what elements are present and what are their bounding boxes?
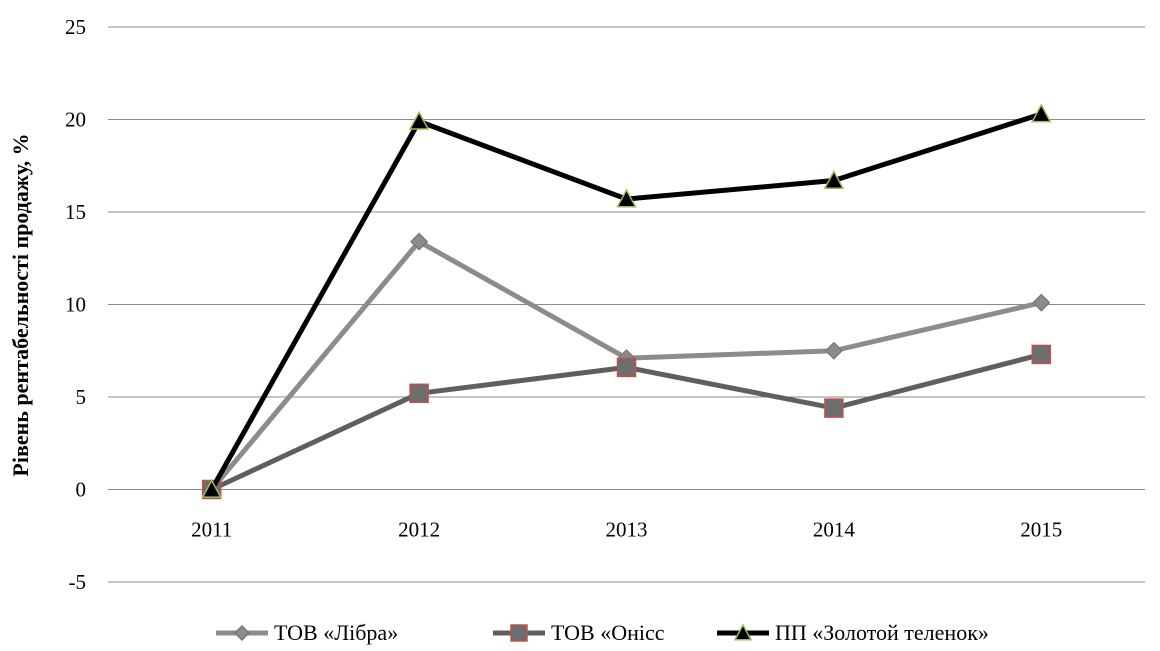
legend-label: ТОВ «Онісс <box>551 620 665 645</box>
x-tick-label: 2014 <box>813 518 856 542</box>
y-tick-label: 15 <box>65 200 86 224</box>
data-point <box>1031 103 1052 123</box>
legend-item: ТОВ «Онісс <box>493 620 665 645</box>
series-group <box>201 103 1052 500</box>
data-point <box>616 357 637 378</box>
data-point <box>408 110 430 130</box>
x-axis-ticks: 2011 2012 2013 2014 2015 <box>191 518 1062 542</box>
y-tick-label: 5 <box>76 385 87 409</box>
data-point <box>1032 293 1051 312</box>
data-point <box>616 188 637 208</box>
data-point <box>824 398 844 418</box>
data-point <box>1031 344 1052 365</box>
series-3 <box>201 103 1052 498</box>
data-point <box>410 232 429 251</box>
data-point <box>824 341 843 360</box>
y-axis-label: Рівень рентабельності продажу, % <box>8 133 33 476</box>
data-point <box>823 169 845 189</box>
y-tick-label: 10 <box>65 293 86 317</box>
legend-marker <box>733 623 753 641</box>
legend-marker <box>510 624 528 642</box>
legend-item: ПП «Золотой теленок» <box>717 620 989 645</box>
data-point <box>201 478 222 498</box>
x-tick-label: 2012 <box>398 518 440 542</box>
legend-label: ТОВ «Лібра» <box>274 620 398 645</box>
data-point <box>409 383 429 404</box>
x-tick-label: 2015 <box>1020 518 1062 542</box>
y-tick-label: 25 <box>65 15 86 39</box>
y-tick-label: 20 <box>65 108 86 132</box>
legend-label: ПП «Золотой теленок» <box>775 620 989 645</box>
legend-item: ТОВ «Лібра» <box>216 620 398 645</box>
x-tick-label: 2013 <box>606 518 648 542</box>
legend-marker <box>233 624 251 642</box>
y-tick-label: 0 <box>76 478 87 502</box>
y-tick-label: -5 <box>69 570 87 594</box>
x-tick-label: 2011 <box>191 518 232 542</box>
legend: ТОВ «Лібра» ТОВ «Онісс ПП «Золотой теленок… <box>216 620 989 645</box>
y-axis-ticks: -5 0 5 10 15 20 25 <box>65 15 86 594</box>
gridlines <box>108 26 1145 583</box>
series-2 <box>201 344 1052 500</box>
